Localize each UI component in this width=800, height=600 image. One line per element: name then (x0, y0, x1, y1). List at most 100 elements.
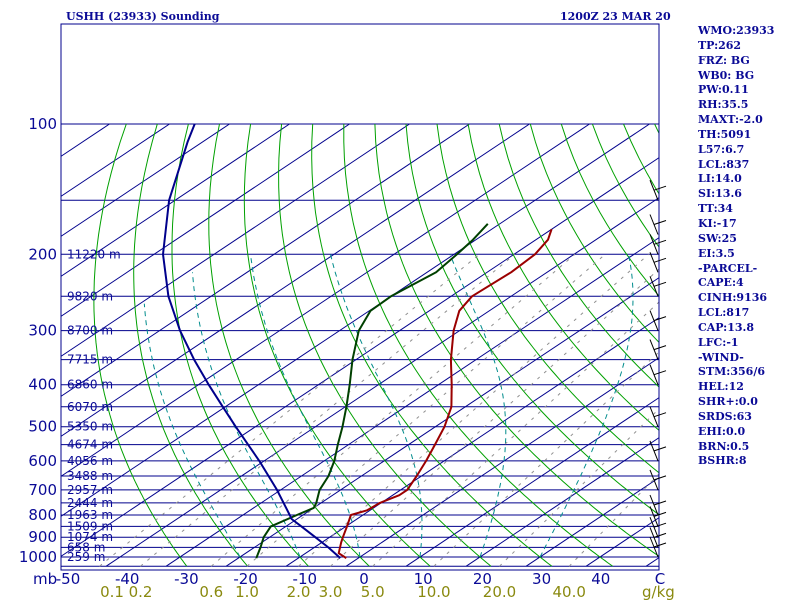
pressure-label-900: 900 (28, 528, 57, 546)
mixing-ratio-tick-label: 2.0 (287, 583, 311, 600)
isotherm--30 (165, 237, 659, 567)
mixing-ratio-tick-label: 20.0 (483, 583, 516, 600)
parameter-item: TH:5091 (698, 127, 752, 141)
isotherm--50 (61, 157, 659, 557)
isotherm-20 (465, 437, 659, 567)
parameter-item: EHI:0.0 (698, 424, 746, 438)
wind-barb (649, 406, 667, 427)
wind-barb (649, 214, 667, 235)
chart-time: 1200Z 23 MAR 20 (560, 10, 671, 23)
wind-barb-flag (653, 220, 667, 225)
temperature-axis: -50 -40 -30 -20 -10 0 10 20 30 40 C (56, 570, 665, 588)
moist-adiabat-10 (330, 254, 423, 558)
dry-adiabat-0 (208, 123, 370, 567)
parameter-item: BRN:0.5 (698, 439, 750, 453)
isotherm-30 (525, 477, 659, 567)
dry-adiabat--30 (93, 123, 188, 567)
parameter-item: TP:262 (698, 38, 742, 52)
height-label: 9820 m (67, 289, 113, 303)
moist-adiabat--10 (192, 272, 301, 558)
mixing-ratio-tick-label: 0.2 (129, 583, 153, 600)
pressure-label-1000: 1000 (19, 548, 57, 566)
height-label: 3488 m (67, 469, 113, 483)
dry-adiabat-80 (467, 123, 659, 431)
isotherm--70 (61, 123, 590, 477)
parcel-trace (162, 123, 341, 559)
mixing-ratio-tick-label: 10.0 (417, 583, 450, 600)
wind-barb (649, 234, 667, 255)
dry-adiabat-40 (343, 124, 613, 567)
parameter-item: HEL:12 (698, 380, 744, 394)
parameter-item: SW:25 (698, 231, 737, 245)
parameter-item: EI:3.5 (698, 246, 735, 260)
mixing-ratio-tick-label: 1.0 (235, 583, 259, 600)
pressure-label-100: 100 (28, 115, 57, 133)
pressure-label-300: 300 (28, 322, 57, 340)
height-label: 2444 m (67, 496, 113, 510)
parameter-item: STM:356/6 (698, 365, 765, 379)
parameter-item: -PARCEL- (698, 261, 758, 275)
wind-barb-flag (653, 532, 667, 538)
temperature-tick-label: 0 (359, 570, 369, 588)
wind-barb (649, 536, 667, 558)
wind-barb (649, 339, 667, 360)
mixing-ratio-tick-label: 3.0 (319, 583, 343, 600)
wind-barb (649, 310, 667, 331)
parameter-item: TT:34 (698, 202, 733, 216)
isotherm--40 (105, 197, 659, 567)
height-label: 8700 m (67, 324, 113, 338)
parameter-item: MAXT:-2.0 (698, 113, 763, 127)
pressure-label-500: 500 (28, 418, 57, 436)
height-label: 4674 m (67, 438, 113, 452)
mixing-ratio-tick-label: 40.0 (552, 583, 585, 600)
height-label: 2957 m (67, 483, 113, 497)
pressure-label-200: 200 (28, 245, 57, 263)
isotherm--20 (225, 277, 659, 567)
height-label: 259 m (67, 550, 105, 564)
temperature-tick-label: 30 (532, 570, 551, 588)
wind-barb (649, 276, 667, 297)
mixing-ratio-unit-label: g/kg (642, 583, 675, 600)
moist-adiabat-0 (250, 254, 361, 558)
moist-adiabat-30 (539, 254, 634, 558)
dry-adiabat-70 (436, 123, 659, 474)
wind-barb-flag (653, 542, 667, 548)
parameter-item: -WIND- (698, 350, 744, 364)
parameter-item: LFC:-1 (698, 335, 739, 349)
mixing-ratio-line-20.0 (499, 408, 659, 567)
mixing-ratio-tick-label: 0.6 (199, 583, 223, 600)
mixing-ratio-line-40.0 (568, 473, 659, 567)
wind-barb-flag (653, 281, 667, 287)
temperature-tick-label: 20 (473, 570, 492, 588)
pressure-label-400: 400 (28, 376, 57, 394)
temperature-tick-label: -20 (233, 570, 258, 588)
height-label: 658 m (67, 540, 105, 554)
wind-barb-flag (653, 316, 667, 322)
isotherm--60 (61, 123, 650, 517)
height-label: 5350 m (67, 420, 113, 434)
wind-barb (649, 469, 667, 491)
wind-barb (649, 494, 667, 516)
isotherm--80 (61, 123, 530, 437)
wind-barb (649, 527, 667, 548)
height-label: 6860 m (67, 378, 113, 392)
pressure-axis: 100 200 300 400 500 600 700 800 900 1000 (19, 115, 57, 566)
dry-adiabat--10 (171, 123, 309, 567)
wind-barb-flag (653, 412, 667, 418)
sounding-parameters: WMO:23933 TP:262 FRZ: BG WB0: BG PW:0.11 RH:3… (698, 24, 798, 469)
moist-adiabat--20 (143, 303, 241, 558)
wind-barb (649, 506, 667, 527)
dry-adiabat-100 (529, 123, 659, 344)
parameter-item: WB0: BG (698, 68, 755, 82)
wind-barb-flag (653, 475, 667, 481)
temperature-tick-label: 40 (591, 570, 610, 588)
mixing-ratio-axis: 0.1 0.2 0.6 1.0 2.0 3.0 5.0 10.0 20.0 40.0 (100, 583, 586, 600)
wind-barb-flag (653, 239, 667, 245)
pressure-label-600: 600 (28, 452, 57, 470)
parameter-item: LCL:817 (698, 306, 750, 320)
parameter-item: PW:0.11 (698, 83, 749, 97)
parameter-item: CINH:9136 (698, 291, 768, 305)
isotherm--90 (61, 123, 470, 397)
temperature-trace (337, 228, 553, 559)
